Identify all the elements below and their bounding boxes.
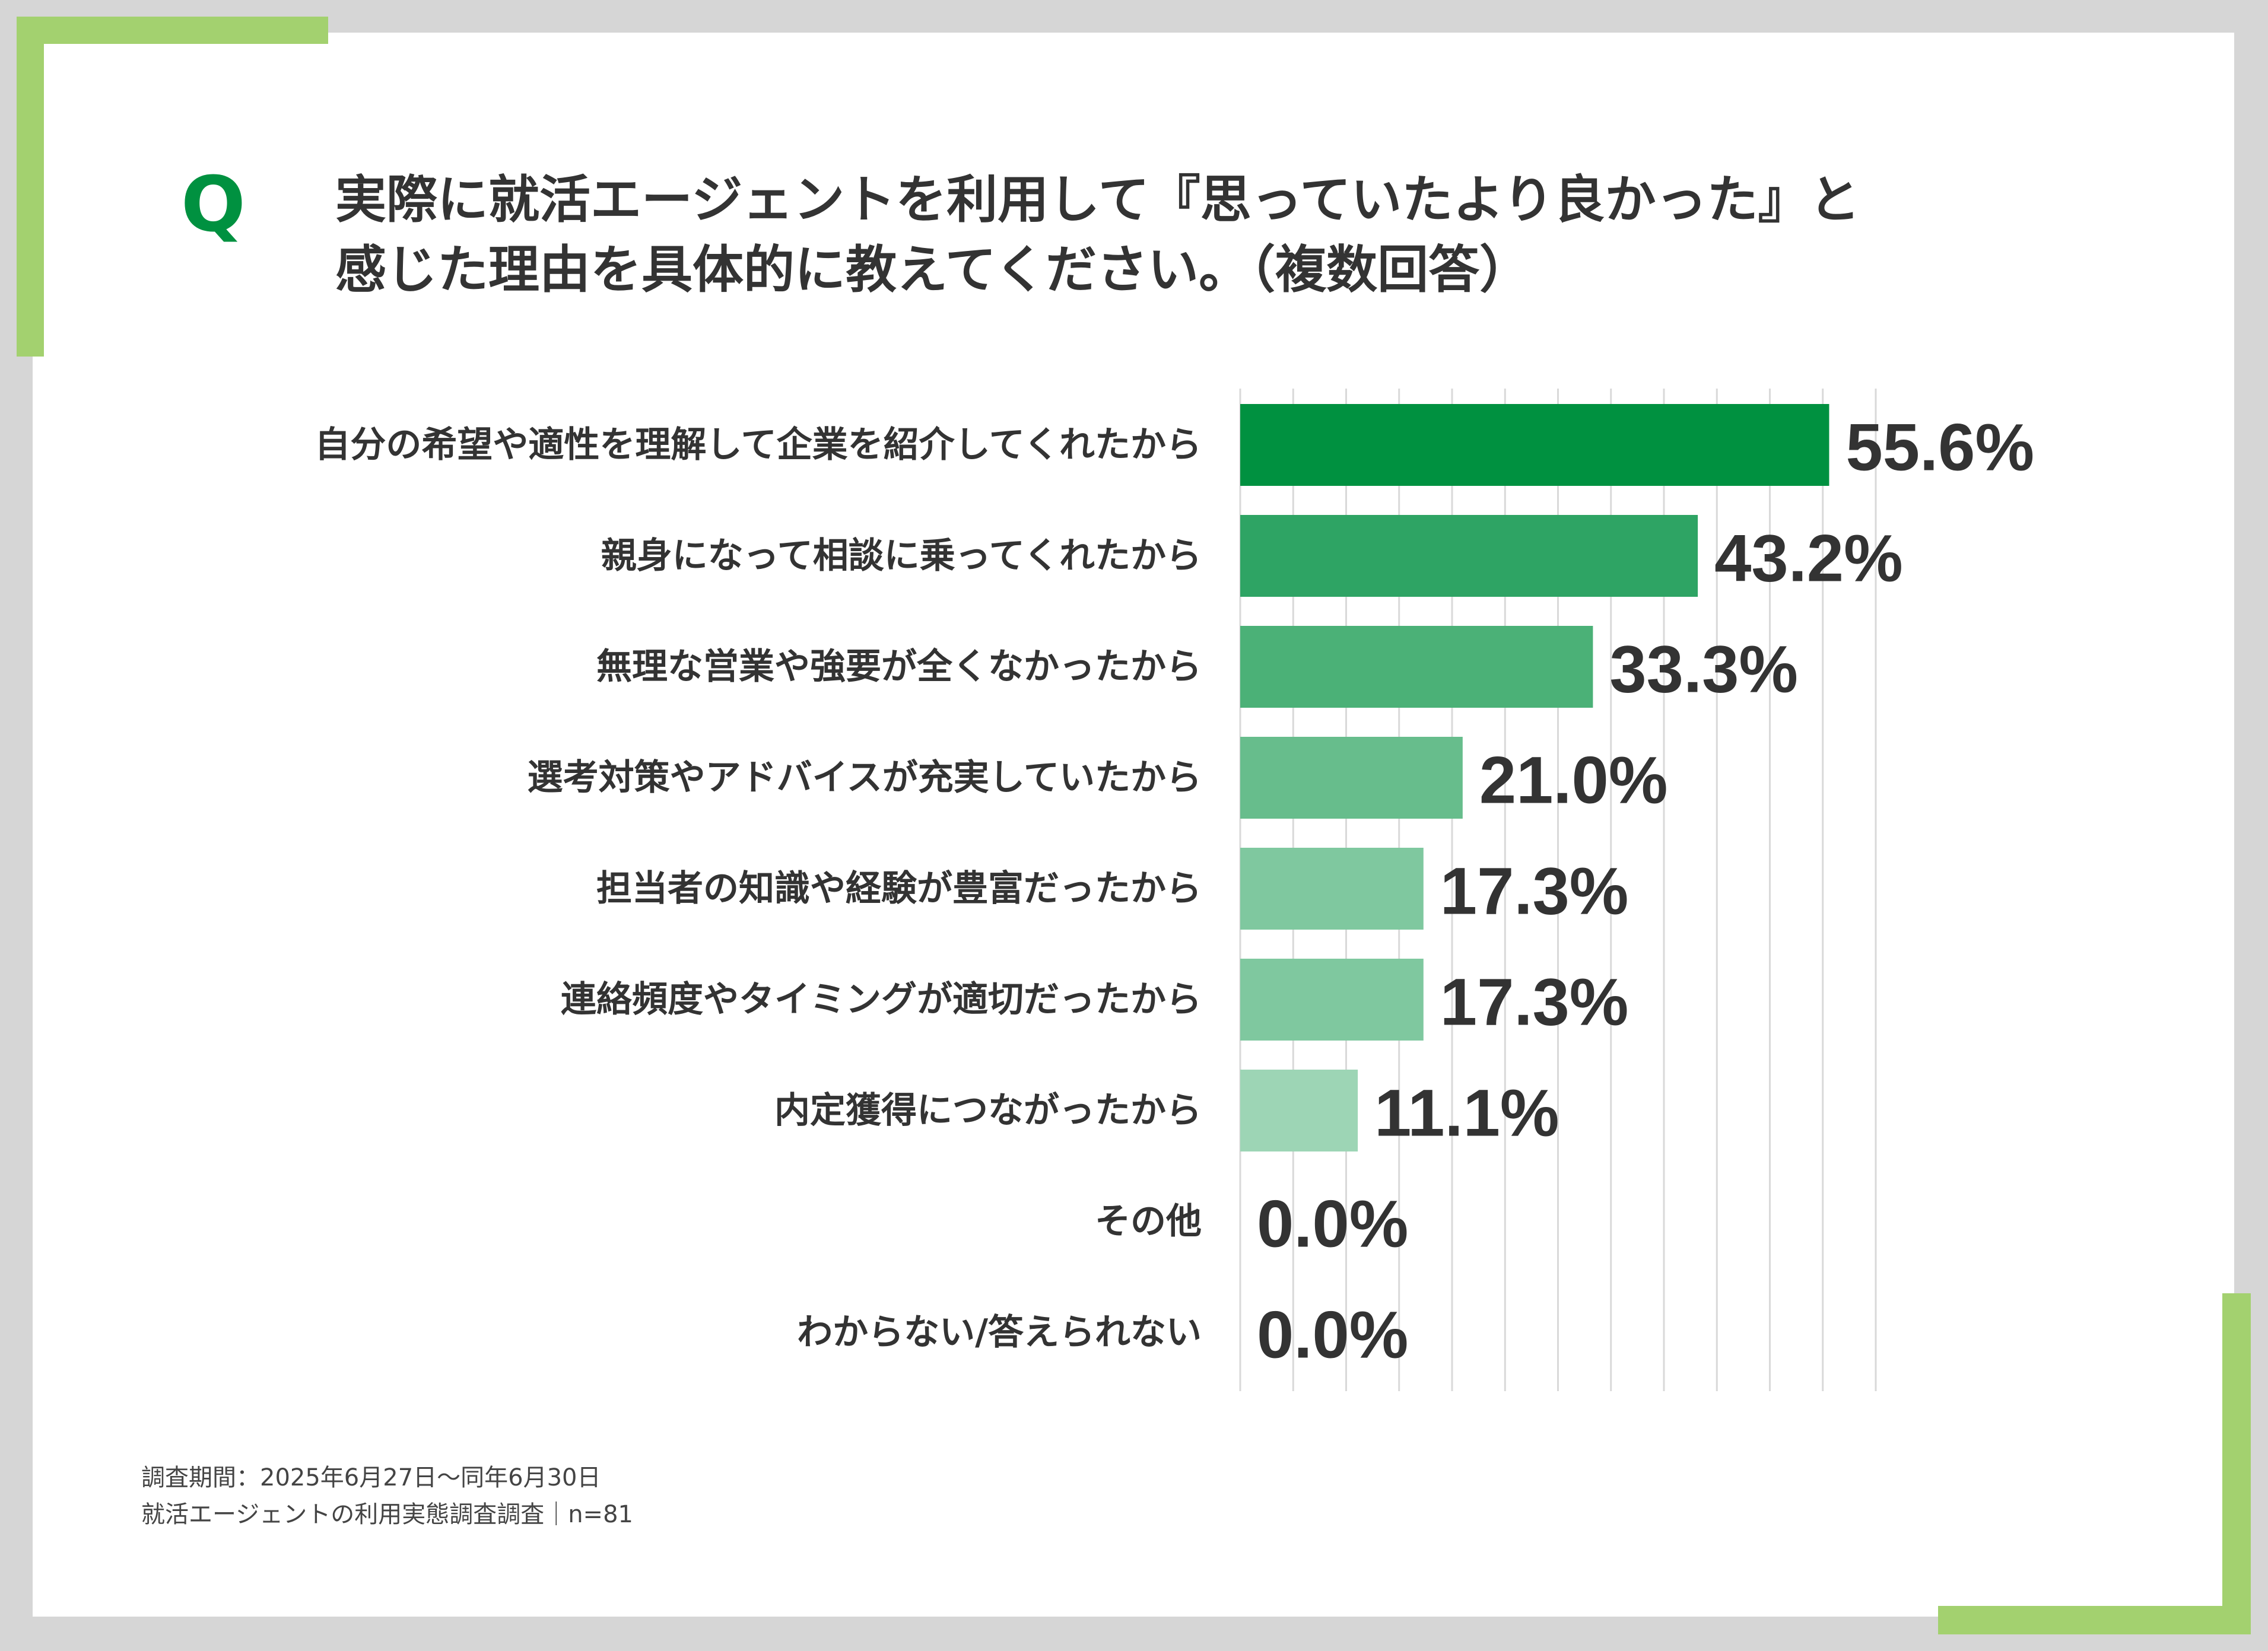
value-label: 21.0% <box>1479 743 1668 817</box>
survey-period: 調査期間：2025年6月27日～同年6月30日 <box>141 1464 601 1491</box>
category-label: 自分の希望や適性を理解して企業を紹介してくれたから <box>315 424 1202 466</box>
value-label: 11.1% <box>1374 1076 1559 1150</box>
frame-corner-top-left-vertical <box>17 17 44 357</box>
question-title: 実際に就活エージェントを利用して『思っていたより良かった』と 感じた理由を具体的… <box>335 165 2056 305</box>
value-label: 43.2% <box>1714 521 1903 596</box>
bar <box>1240 959 1424 1041</box>
value-label: 17.3% <box>1440 854 1629 928</box>
frame-corner-bottom-right <box>1938 1606 2251 1634</box>
bar <box>1240 626 1593 708</box>
question-line-1: 実際に就活エージェントを利用して『思っていたより良かった』と <box>335 170 1860 230</box>
bar <box>1240 404 1829 486</box>
frame-corner-bottom-right-vertical <box>2222 1293 2251 1634</box>
question-mark: Q <box>181 161 246 249</box>
bar <box>1240 737 1463 819</box>
footnote: 調査期間：2025年6月27日～同年6月30日 就活エージェントの利用実態調査調… <box>141 1459 633 1533</box>
category-label: その他 <box>1095 1201 1202 1242</box>
question-line-2: 感じた理由を具体的に教えてください。（複数回答） <box>335 240 1531 300</box>
bar <box>1240 1070 1358 1151</box>
bar <box>1240 515 1698 597</box>
value-label: 33.3% <box>1609 632 1798 707</box>
card <box>33 33 2234 1617</box>
category-label: わからない/答えられない <box>797 1312 1202 1353</box>
value-label: 0.0% <box>1257 1298 1408 1372</box>
survey-source: 就活エージェントの利用実態調査調査｜n=81 <box>141 1501 633 1528</box>
value-label: 55.6% <box>1845 411 2034 485</box>
category-label: 無理な営業や強要が全くなかったから <box>596 646 1202 688</box>
value-label: 0.0% <box>1257 1187 1408 1261</box>
frame-corner-top-left <box>17 17 328 44</box>
bar <box>1240 848 1424 930</box>
value-label: 17.3% <box>1440 965 1629 1039</box>
category-label: 親身になって相談に乗ってくれたから <box>601 535 1202 577</box>
category-label: 内定獲得につながったから <box>774 1090 1202 1131</box>
category-label: 選考対策やアドバイスが充実していたから <box>528 757 1202 799</box>
category-label: 連絡頻度やタイミングが適切だったから <box>561 979 1202 1020</box>
category-label: 担当者の知識や経験が豊富だったから <box>596 868 1202 909</box>
